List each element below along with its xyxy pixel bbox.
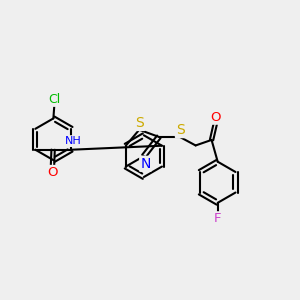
Text: N: N (140, 157, 151, 171)
Text: O: O (210, 111, 220, 124)
Text: S: S (135, 116, 144, 130)
Text: S: S (176, 123, 185, 137)
Text: NH: NH (65, 136, 82, 146)
Text: Cl: Cl (48, 93, 60, 106)
Text: F: F (214, 212, 221, 225)
Text: O: O (47, 166, 58, 179)
